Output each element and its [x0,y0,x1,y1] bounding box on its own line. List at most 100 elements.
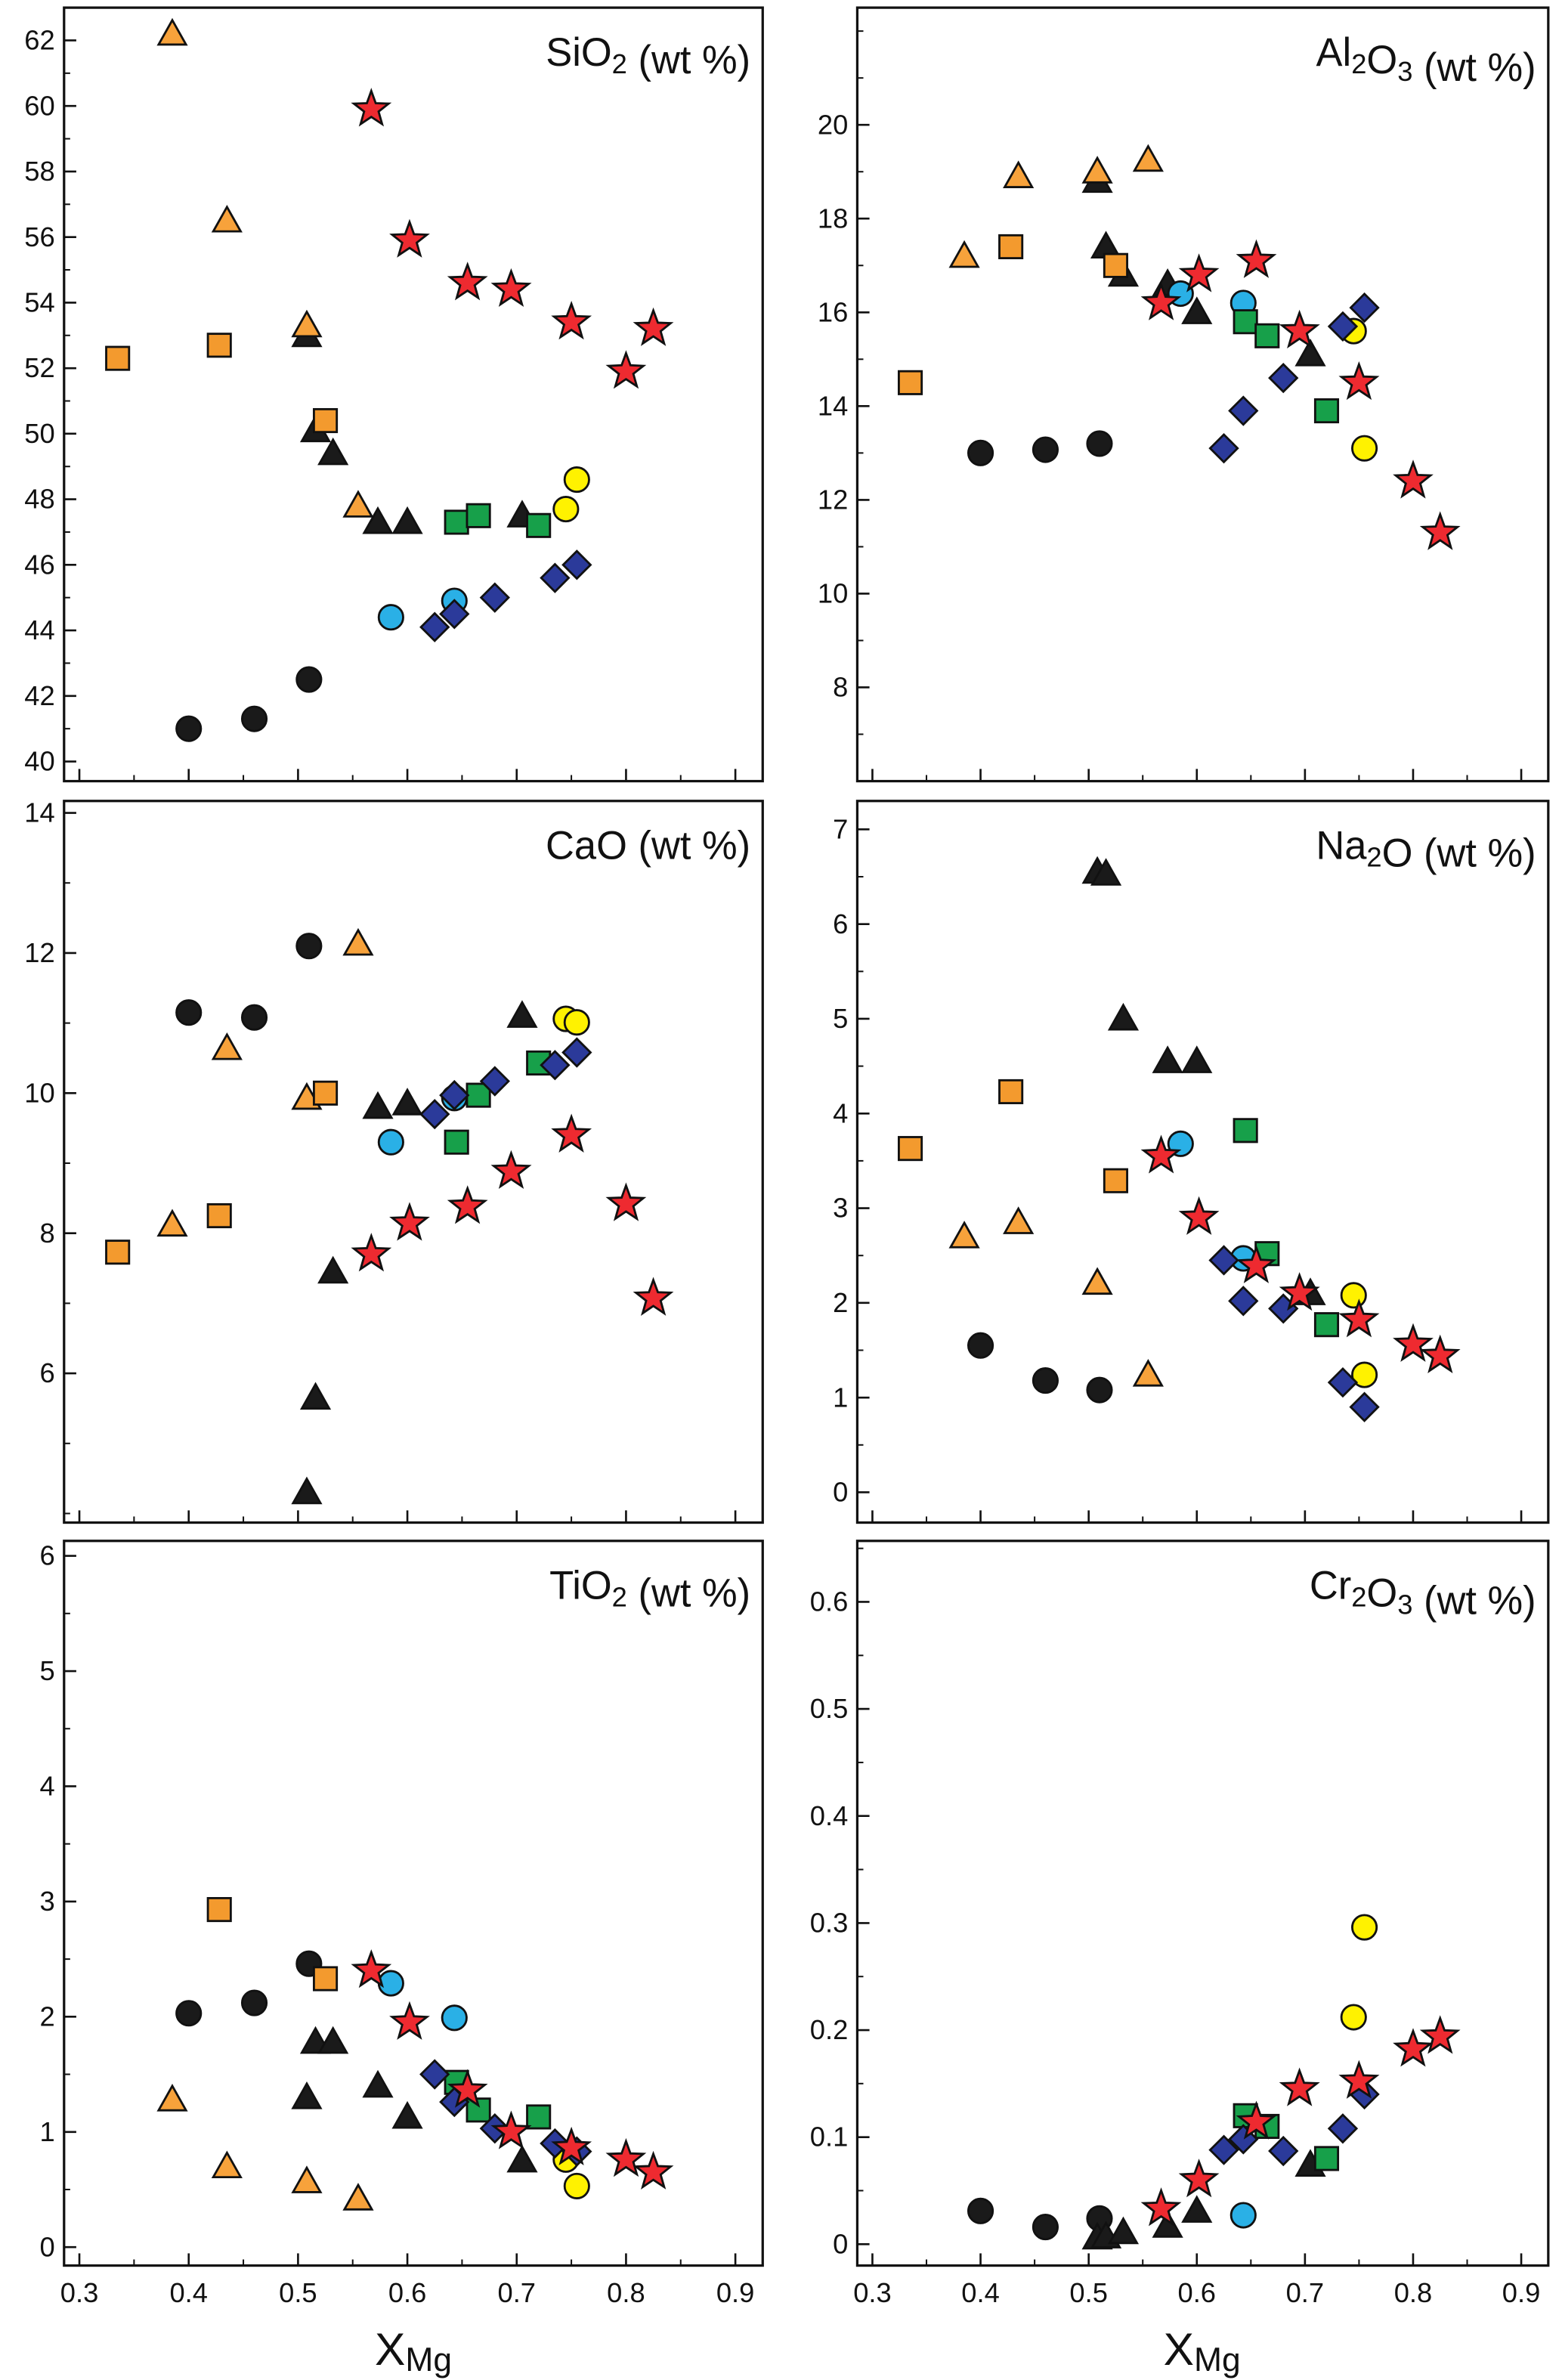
y-tick-label: 58 [24,156,54,187]
point-square-5-0 [1233,309,1258,335]
point-triangle-2-2 [291,2165,323,2193]
point-star-8-6 [1419,511,1461,550]
x-tick-label: 0.7 [1286,2277,1325,2308]
point-triangle-1-5 [506,2144,538,2173]
point-square-5-2 [1313,2146,1340,2171]
y-tick-label: 50 [24,418,54,449]
point-star-8-5 [605,1182,647,1221]
point-diamond-7-4 [1349,1391,1380,1422]
point-circle-4-1 [441,2004,468,2032]
point-circle-0-1 [1032,436,1059,463]
point-diamond-7-2 [1268,2135,1299,2167]
point-triangle-1-3 [362,1091,394,1119]
panel-cr2o3: 0.3 0.4 0.5 0.6 0.7 0.8 0.9 0 0.1 0.2 0.3 0.4 0.5 0.6… [810,1540,1550,2308]
panel-na2o: 0 1 2 3 4 5 6 7 Na2O (wt %) [833,800,1550,1524]
point-triangle-2-0 [156,17,188,46]
point-circle-6-0 [552,496,580,523]
point-triangle-1-0 [291,2081,323,2109]
y-tick-label: 5 [39,1655,54,1686]
y-tick-label: 8 [39,1218,54,1249]
y-tick-label: 48 [24,484,54,515]
point-star-8-5 [1393,460,1434,499]
point-diamond-7-4 [1349,292,1380,323]
y-tick-label: 10 [818,578,848,609]
point-diamond-7-3 [1327,1366,1359,1398]
point-triangle-1-4 [391,2100,423,2129]
point-square-5-1 [1254,323,1280,348]
point-square-5-1 [466,503,491,528]
point-diamond-7-1 [439,599,470,630]
point-circle-6-1 [1351,435,1378,462]
point-diamond-7-3 [540,562,571,593]
y-tick-label: 18 [818,203,848,234]
plot-frame [63,1540,764,2267]
point-triangle-1-2 [317,1255,349,1284]
point-diamond-7-0 [419,611,450,642]
point-diamond-7-0 [1208,432,1239,464]
point-square-3-0 [105,345,131,371]
point-triangle-1-3 [362,506,394,534]
point-star-8-5 [605,2137,647,2177]
x-tick-label: 0.3 [853,2277,892,2308]
point-diamond-7-2 [479,1066,510,1097]
point-star-8-3 [1279,2067,1320,2106]
point-circle-6-1 [563,466,590,494]
point-star-8-4 [1338,361,1380,401]
point-square-3-2 [1103,1168,1128,1193]
point-diamond-7-3 [1327,2113,1359,2144]
point-square-3-2 [313,407,339,434]
point-star-8-1 [1178,253,1220,292]
point-triangle-2-0 [948,1221,980,1249]
point-diamond-7-0 [419,1098,450,1130]
y-tick-label: 54 [24,287,54,318]
point-triangle-1-2 [317,437,349,466]
point-circle-0-2 [1086,1376,1113,1404]
point-square-5-2 [526,512,552,538]
point-square-3-1 [206,333,232,358]
point-star-8-6 [1419,2015,1461,2054]
point-circle-6-1 [1351,1914,1378,1941]
point-diamond-7-1 [1228,395,1259,426]
x-tick-label: 0.5 [1069,2277,1108,2308]
point-triangle-1-5 [506,1000,538,1028]
point-square-3-1 [206,1897,232,1923]
point-star-8-1 [1178,2159,1220,2198]
y-tick-label: 4 [833,1097,848,1128]
point-triangle-1-4 [1181,2195,1213,2223]
x-tick-label: 0.9 [1502,2277,1541,2308]
y-tick-label: 0.3 [810,1907,849,1938]
point-circle-6-1 [563,1009,590,1036]
point-diamond-7-0 [1208,2134,1239,2165]
panel-title: CaO (wt %) [546,823,750,868]
y-tick-label: 44 [24,614,54,645]
point-square-3-2 [313,1966,339,1992]
point-square-3-2 [313,1080,339,1106]
point-star-8-2 [447,262,488,301]
point-square-5-0 [444,1129,469,1155]
plot-frame [855,1540,1550,2267]
x-tick-label: 0.7 [497,2277,536,2308]
point-circle-0-0 [967,2197,994,2224]
y-tick-label: 62 [24,25,54,56]
point-triangle-1-0 [291,1476,323,1505]
y-tick-label: 1 [833,1382,848,1413]
y-tick-label: 52 [24,352,54,383]
point-triangle-2-3 [1132,144,1164,172]
plot-frame [855,6,1550,783]
point-triangle-1-4 [1181,296,1213,324]
point-diamond-7-1 [439,1079,470,1111]
panel-title: TiO2 (wt %) [549,1563,750,1615]
point-circle-0-1 [1032,2214,1059,2241]
point-triangle-2-3 [342,2183,374,2211]
y-tick-label: 6 [833,908,848,939]
point-star-8-1 [389,1202,430,1241]
point-star-8-0 [1140,281,1182,320]
point-diamond-7-2 [1268,362,1299,394]
y-tick-label: 3 [833,1193,848,1224]
point-square-5-2 [526,2104,552,2130]
point-triangle-1-4 [391,1088,423,1116]
y-tick-label: 14 [24,797,54,828]
y-tick-label: 0.5 [810,1693,849,1724]
point-triangle-1-2 [1107,1002,1140,1031]
point-triangle-2-1 [211,1032,243,1060]
